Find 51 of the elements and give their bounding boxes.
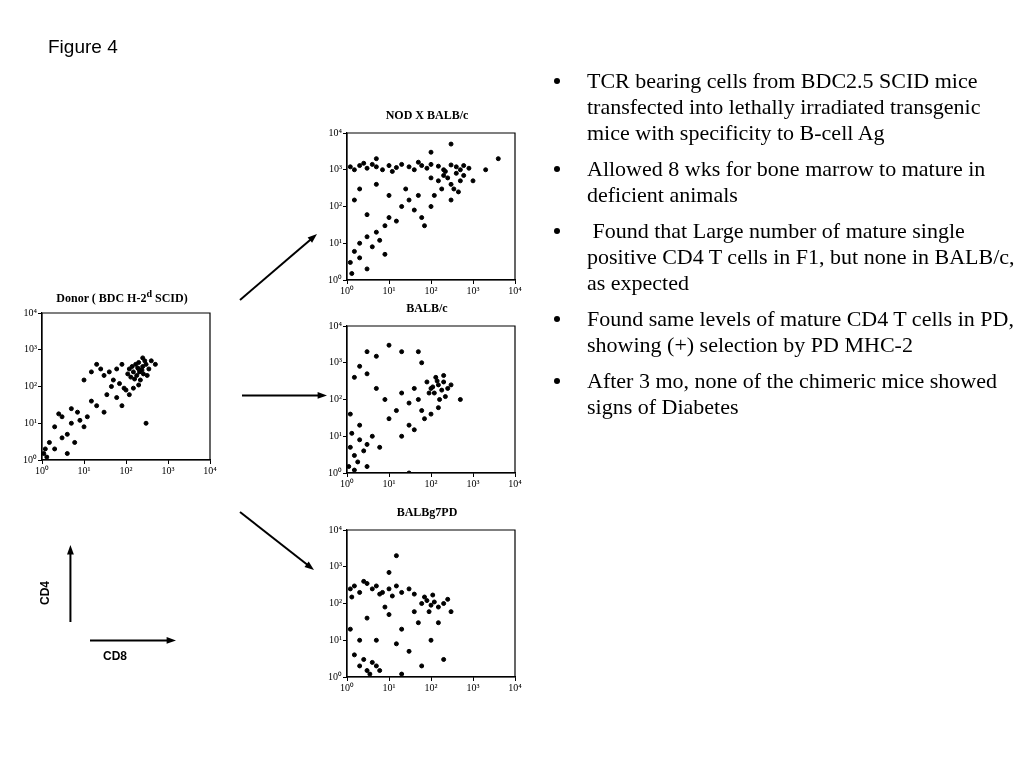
y-tick-label: 10¹ (329, 429, 342, 441)
x-tick-label: 10⁴ (508, 681, 523, 693)
x-tick-label: 10⁴ (508, 477, 523, 489)
x-tick-label: 10¹ (382, 284, 396, 296)
y-tick-label: 10¹ (329, 633, 342, 645)
x-tick-label: 10⁴ (203, 464, 218, 476)
x-tick-label: 10¹ (382, 681, 396, 693)
chart-title: NOD X BALB/c (384, 108, 470, 124)
x-tick-label: 10⁰ (340, 284, 354, 296)
x-tick-label: 10⁰ (340, 681, 354, 693)
x-tick-label: 10⁴ (508, 284, 523, 296)
x-tick-label: 10³ (466, 284, 480, 296)
y-tick-label: 10² (24, 380, 37, 392)
x-tick-label: 10² (119, 464, 133, 476)
y-tick-label: 10⁰ (23, 453, 37, 465)
x-tick-label: 10² (424, 284, 438, 296)
text: TCR bearing cells from BDC2.5 SCID mice transfected into lethally irradiated transgenic mice with specificity to B-cell Ag (587, 68, 982, 146)
y-tick-label: 10³ (329, 356, 342, 368)
x-tick-label: 10³ (466, 681, 480, 693)
y-tick-label: 10⁴ (23, 306, 38, 318)
y-tick-label: 10⁴ (328, 126, 343, 138)
x-tick-label: 10¹ (77, 464, 91, 476)
text: After 3 mo, none of the chimeric mice showed signs of Diabetes (587, 368, 998, 420)
text: CD4 (38, 580, 52, 605)
y-tick-label: 10⁰ (328, 273, 342, 285)
text: Allowed 8 wks for bone marrow to mature in deficient animals (587, 156, 987, 208)
y-tick-label: 10³ (329, 163, 342, 175)
x-tick-label: 10³ (161, 464, 175, 476)
x-tick-label: 10⁰ (35, 464, 49, 476)
text: Figure 4 (48, 36, 118, 58)
text: Found same levels of mature CD4 T cells in PD, showing (+) selection by PD MHC-2 (587, 306, 1015, 358)
y-tick-label: 10⁰ (328, 670, 342, 682)
text: CD8 (103, 649, 128, 663)
y-tick-label: 10³ (24, 343, 37, 355)
y-tick-label: 10² (329, 200, 342, 212)
x-tick-label: 10¹ (382, 477, 396, 489)
y-tick-label: 10³ (329, 560, 342, 572)
chart-title: Donor ( BDC H-2$^{d}$ SCID) (55, 288, 189, 306)
x-tick-label: 10⁰ (340, 477, 354, 489)
x-tick-label: 10³ (466, 477, 480, 489)
y-tick-label: 10⁴ (328, 319, 343, 331)
chart-title: BALBg7PD (395, 505, 459, 521)
y-tick-label: 10¹ (24, 416, 37, 428)
y-tick-label: 10² (329, 597, 342, 609)
x-tick-label: 10² (424, 681, 438, 693)
y-tick-label: 10¹ (329, 236, 342, 248)
y-tick-label: 10⁴ (328, 523, 343, 535)
x-tick-label: 10² (424, 477, 438, 489)
y-tick-label: 10² (329, 393, 342, 405)
text: Found that Large number of mature single positive CD4 T cells in F1, but none in BALB/c, as expected (587, 218, 1016, 296)
chart-title: BALB/c (405, 301, 449, 317)
